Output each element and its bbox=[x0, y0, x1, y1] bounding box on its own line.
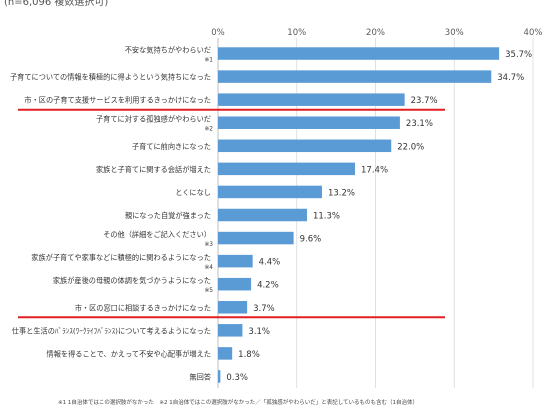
value-label: 0.3% bbox=[226, 373, 248, 383]
value-label: 4.2% bbox=[257, 281, 279, 291]
bar bbox=[218, 324, 243, 337]
category-label: 家族が子育てや家事などに積極的に関わるようになった bbox=[31, 253, 211, 262]
category-label: 仕事と生活のﾊﾞﾗﾝｽ(ﾜｰｸﾗｲﾌﾊﾞﾗﾝｽ)について考えるようになった bbox=[12, 326, 211, 335]
category-label: 市・区の窓口に相談するきっかけになった bbox=[75, 303, 211, 312]
category-note: ※2 bbox=[204, 127, 213, 133]
category-label: 親になった自覚が強まった bbox=[125, 211, 211, 220]
category-label: 家族が産後の母親の体調を気づかうようになった bbox=[53, 276, 211, 285]
footnote: ※1 1自治体ではこの選択肢がなかった ※2 1自治体ではこの選択肢がなかった／… bbox=[58, 400, 419, 406]
value-labels: 35.7% 34.7% 23.7% 23.1% 22.0% 17.4% 13.2% 11.3%… bbox=[226, 50, 532, 383]
bars bbox=[218, 47, 500, 383]
category-label: 子育てに前向きになった bbox=[132, 142, 211, 151]
x-tick-label: 20% bbox=[366, 28, 385, 38]
x-tick-label: 40% bbox=[524, 28, 543, 38]
x-axis-ticks: 0% 10% 20% 30% 40% bbox=[211, 28, 542, 38]
category-note: ※3 bbox=[204, 242, 213, 248]
value-label: 23.1% bbox=[406, 119, 433, 129]
category-label: 子育てについての情報を積極的に得ようという気持ちになった bbox=[10, 73, 211, 82]
x-tick-label: 0% bbox=[211, 28, 225, 38]
bar bbox=[218, 347, 233, 360]
value-label: 17.4% bbox=[361, 165, 388, 175]
bar bbox=[218, 277, 252, 291]
value-label: 3.1% bbox=[248, 327, 270, 337]
category-label: 市・区の子育て支援サービスを利用するきっかけになった bbox=[24, 96, 211, 105]
x-tick-label: 10% bbox=[287, 28, 306, 38]
highlight-underlines bbox=[18, 108, 445, 319]
bar bbox=[218, 185, 322, 199]
bar bbox=[218, 370, 221, 383]
category-label: その他（詳細をご記入ください） bbox=[103, 230, 211, 239]
category-note: ※4 bbox=[204, 265, 213, 271]
chart-header: (n=6,096 複数選択可) bbox=[4, 0, 109, 8]
value-label: 23.7% bbox=[411, 96, 438, 106]
category-label: とくになし bbox=[175, 188, 211, 197]
value-label: 35.7% bbox=[505, 50, 532, 60]
bar bbox=[218, 162, 356, 176]
bar bbox=[218, 254, 253, 268]
value-label: 22.0% bbox=[397, 142, 424, 152]
bar bbox=[218, 208, 307, 222]
bar bbox=[218, 301, 248, 314]
value-label: 9.6% bbox=[300, 235, 322, 245]
category-label: 家族と子育てに関する会話が増えた bbox=[96, 165, 211, 174]
value-label: 3.7% bbox=[253, 304, 275, 314]
bar bbox=[218, 231, 294, 245]
value-label: 13.2% bbox=[328, 188, 355, 198]
bar bbox=[218, 139, 392, 153]
value-label: 1.8% bbox=[238, 350, 260, 360]
category-label: 情報を得ることで、かえって不安や心配事が増えた bbox=[47, 349, 211, 358]
value-label: 11.3% bbox=[313, 212, 340, 222]
x-tick-label: 30% bbox=[445, 28, 464, 38]
bar bbox=[218, 70, 492, 83]
value-label: 4.4% bbox=[259, 258, 281, 268]
bar bbox=[218, 116, 400, 129]
bar bbox=[218, 93, 405, 106]
value-label: 34.7% bbox=[497, 73, 524, 83]
category-label: 無回答 bbox=[189, 372, 211, 381]
category-label: 子育てに対する孤独感がやわらいだ bbox=[96, 115, 211, 124]
category-note: ※5 bbox=[204, 288, 213, 294]
bar bbox=[218, 47, 500, 60]
category-labels: 不安な気持ちがやわらいだ ※1 子育てについての情報を積極的に得ようという気持ちにな… bbox=[10, 46, 213, 382]
category-label: 不安な気持ちがやわらいだ bbox=[125, 46, 211, 55]
category-note: ※1 bbox=[204, 58, 213, 64]
